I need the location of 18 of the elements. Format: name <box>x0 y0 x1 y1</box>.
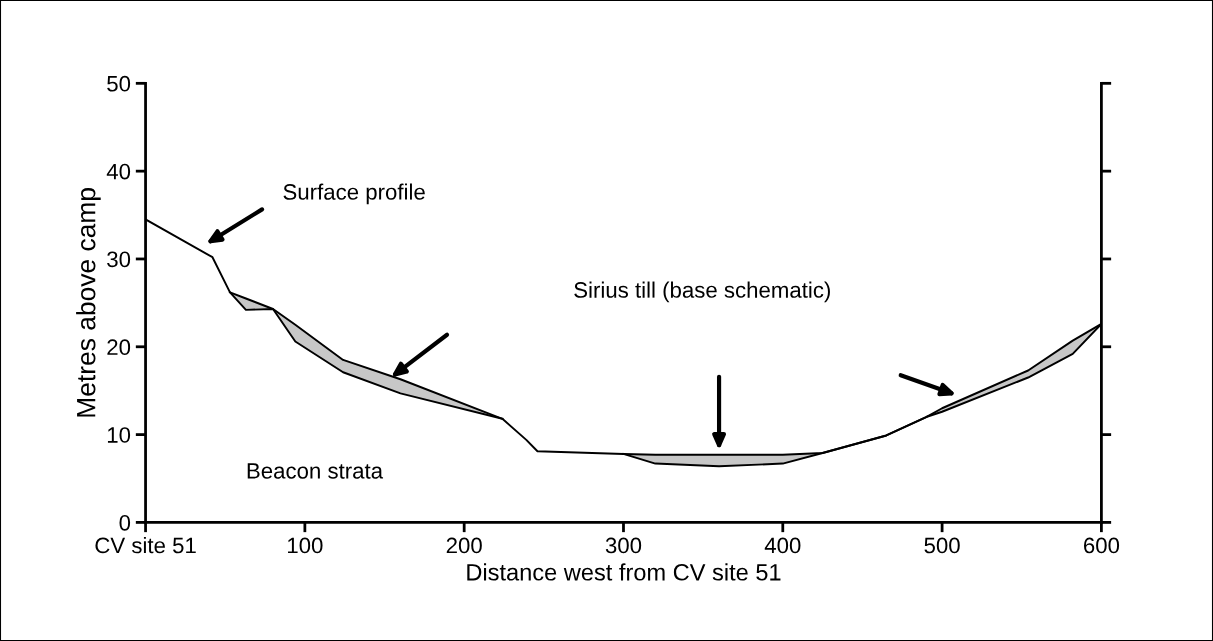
y-tick-label: 40 <box>106 163 131 180</box>
x-tick-label: 300 <box>605 537 642 554</box>
x-tick-label: CV site 51 <box>95 537 196 554</box>
annotation: Sirius till (base schematic) <box>574 281 830 303</box>
y-tick-label: 0 <box>119 514 131 531</box>
x-tick-label: 600 <box>1084 537 1120 554</box>
annotation: Surface profile <box>283 183 425 205</box>
y-tick-label: 50 <box>107 75 131 92</box>
y-tick-label: 10 <box>107 427 131 443</box>
x-tick-label: 200 <box>446 537 482 554</box>
y-tick-label: 20 <box>107 339 131 356</box>
x-tick-label: 500 <box>924 537 960 554</box>
y-axis-title: Metres above camp <box>76 188 101 417</box>
x-tick-label: 100 <box>288 537 323 554</box>
y-tick-label: 30 <box>107 251 131 268</box>
x-tick-label: 400 <box>764 537 801 554</box>
x-axis-title: Distance west from CV site 51 <box>467 563 781 581</box>
annotation: Beacon strata <box>247 463 384 479</box>
